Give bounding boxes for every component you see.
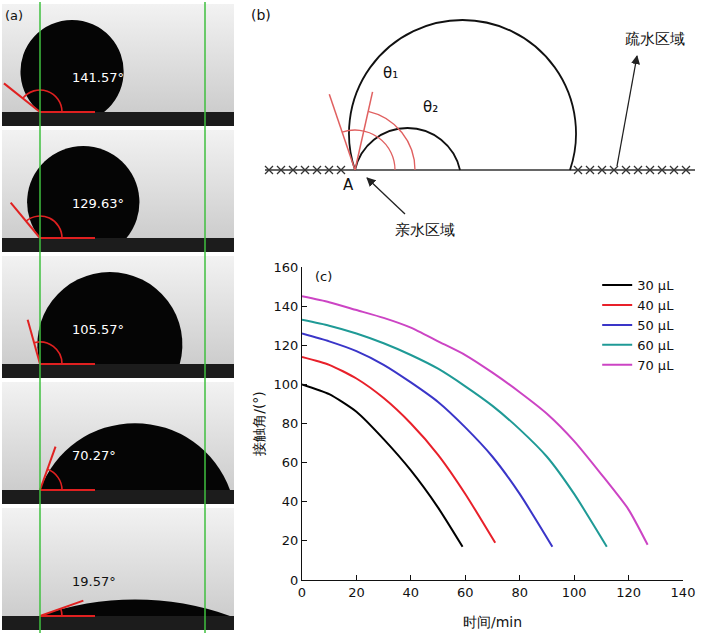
svg-text:θ₁: θ₁ (383, 64, 398, 82)
svg-text:120: 120 (274, 338, 299, 353)
svg-text:时间/min: 时间/min (463, 614, 522, 630)
svg-text:0: 0 (290, 573, 298, 588)
svg-text:100: 100 (562, 585, 587, 600)
svg-text:120: 120 (616, 585, 641, 600)
svg-text:80: 80 (282, 416, 299, 431)
svg-text:160: 160 (274, 260, 299, 275)
svg-text:129.63°: 129.63° (72, 196, 124, 211)
svg-text:60: 60 (282, 455, 299, 470)
svg-text:105.57°: 105.57° (72, 322, 124, 337)
svg-text:70.27°: 70.27° (72, 448, 116, 463)
svg-text:A: A (343, 176, 354, 194)
svg-text:141.57°: 141.57° (72, 70, 124, 85)
svg-text:19.57°: 19.57° (72, 574, 116, 589)
svg-text:50 μL: 50 μL (637, 318, 674, 333)
svg-text:40: 40 (403, 585, 420, 600)
svg-text:140: 140 (274, 299, 299, 314)
svg-text:40 μL: 40 μL (637, 298, 674, 313)
svg-text:θ₂: θ₂ (423, 98, 438, 116)
svg-text:30 μL: 30 μL (637, 278, 674, 293)
svg-text:(a): (a) (5, 8, 23, 23)
svg-text:60 μL: 60 μL (637, 338, 674, 353)
svg-text:80: 80 (511, 585, 528, 600)
svg-text:接触角/(°): 接触角/(°) (251, 391, 267, 456)
svg-text:(b): (b) (251, 7, 271, 23)
svg-text:140: 140 (671, 585, 696, 600)
svg-text:60: 60 (457, 585, 474, 600)
svg-text:(c): (c) (315, 269, 332, 284)
svg-text:100: 100 (274, 377, 299, 392)
svg-text:疏水区域: 疏水区域 (625, 30, 685, 48)
svg-text:20: 20 (282, 533, 299, 548)
svg-text:20: 20 (348, 585, 365, 600)
svg-text:70 μL: 70 μL (637, 358, 674, 373)
svg-text:40: 40 (282, 494, 299, 509)
svg-text:亲水区域: 亲水区域 (395, 221, 455, 239)
svg-text:0: 0 (298, 585, 306, 600)
